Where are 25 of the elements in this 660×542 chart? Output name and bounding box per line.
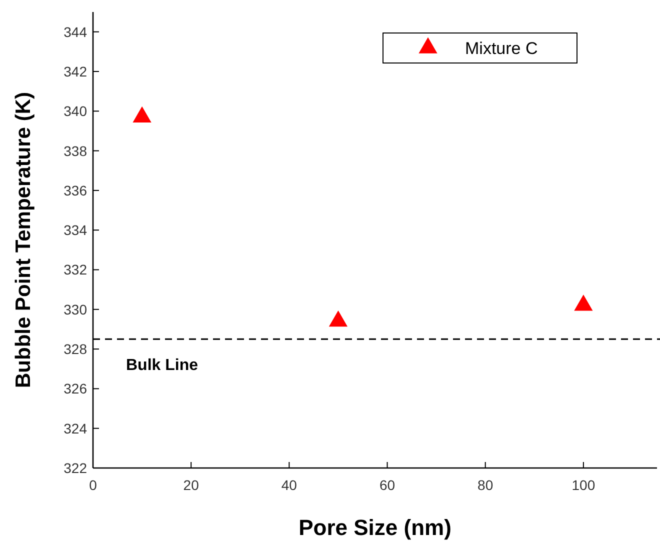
x-tick-label: 40: [281, 477, 298, 493]
y-tick-label: 330: [64, 301, 88, 318]
y-tick-label: 328: [64, 341, 88, 358]
x-axis-title: Pore Size (nm): [298, 515, 452, 540]
x-tick-label: 80: [478, 477, 494, 493]
y-tick-label: 342: [64, 63, 88, 80]
x-tick-label: 0: [89, 477, 98, 493]
x-tick-label: 60: [379, 477, 396, 493]
point: [574, 294, 593, 311]
ref-line-label: Bulk Line: [126, 357, 198, 374]
y-tick-label: 344: [64, 24, 88, 40]
y-axis-title: Bubble Point Temperature (K): [12, 92, 35, 388]
y-tick-label: 334: [64, 222, 88, 238]
y-tick-label: 336: [64, 182, 88, 198]
y-tick-label: 332: [64, 262, 88, 278]
y-tick-label: 326: [64, 380, 88, 397]
y-tick-label: 338: [64, 142, 88, 159]
legend-label: Mixture C: [465, 39, 538, 58]
x-tick-label: 100: [572, 477, 596, 493]
x-tick-label: 20: [183, 477, 200, 493]
y-tick-label: 340: [64, 103, 88, 120]
y-tick-label: 322: [64, 460, 88, 476]
point: [132, 106, 152, 122]
y-tick-label: 324: [64, 420, 88, 436]
point: [328, 310, 348, 327]
